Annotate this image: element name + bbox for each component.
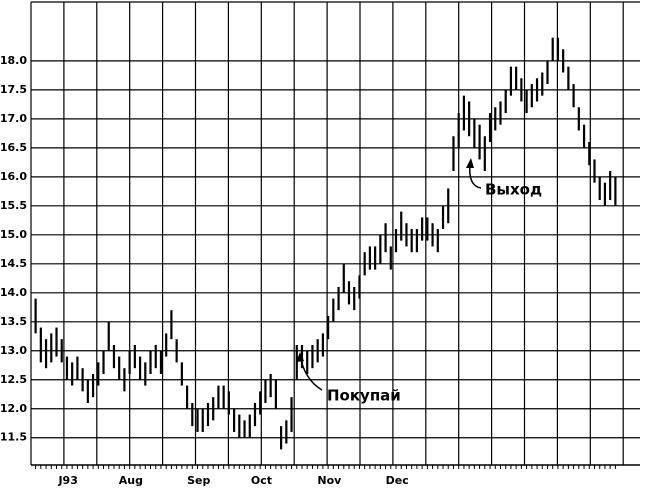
arrow-head	[466, 158, 474, 168]
x-tick-label: Nov	[317, 474, 342, 487]
x-tick-label: Dec	[386, 474, 409, 487]
y-tick-label: 15.5	[0, 199, 27, 212]
x-tick-label: J93	[57, 474, 77, 487]
arrow-head	[296, 352, 304, 362]
y-tick-label: 13.0	[0, 344, 27, 357]
y-tick-label: 15.0	[0, 228, 27, 241]
x-tick-label: Sep	[187, 474, 210, 487]
y-tick-label: 18.0	[0, 54, 27, 67]
y-tick-label: 14.0	[0, 286, 27, 299]
y-tick-label: 12.5	[0, 373, 27, 386]
y-tick-label: 16.0	[0, 170, 27, 183]
x-tick-label: Oct	[251, 474, 272, 487]
annotation: Выход	[485, 181, 542, 199]
x-tick-label: Aug	[119, 474, 143, 487]
y-tick-label: 11.5	[0, 431, 27, 444]
y-tick-label: 14.5	[0, 257, 27, 270]
y-tick-label: 12.0	[0, 402, 27, 415]
y-tick-label: 16.5	[0, 141, 27, 154]
annotation: Покупай	[327, 387, 401, 405]
y-tick-label: 13.5	[0, 315, 27, 328]
y-tick-label: 17.5	[0, 83, 27, 96]
y-tick-label: 17.0	[0, 112, 27, 125]
